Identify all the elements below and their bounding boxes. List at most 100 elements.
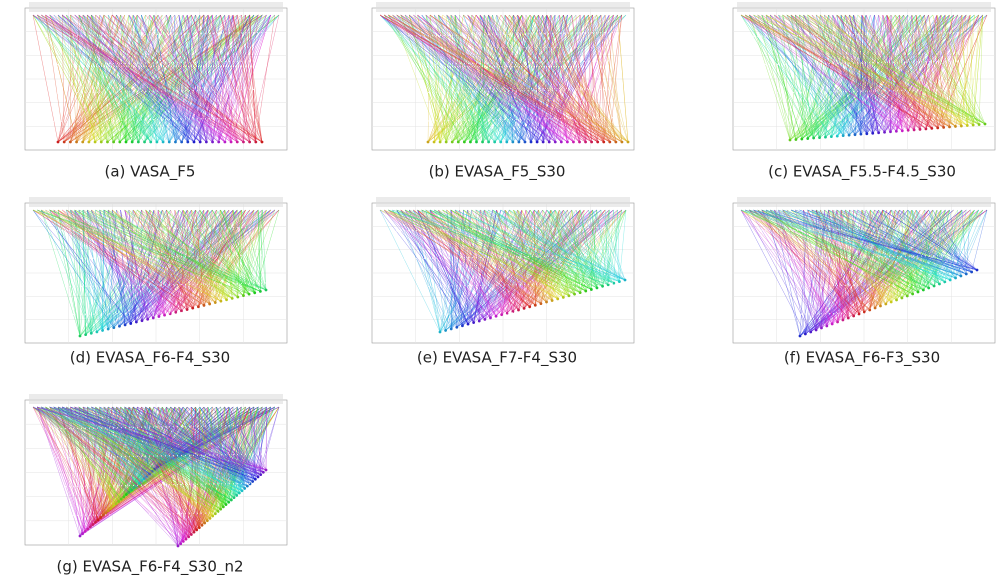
end-marker [86,528,89,531]
end-marker [120,498,123,501]
end-marker [624,279,627,282]
end-marker [224,141,227,144]
end-marker [242,141,245,144]
end-marker [149,141,152,144]
end-marker [489,316,492,319]
end-marker [901,129,904,132]
caption: (f) EVASA_F6-F3_S30 [784,349,940,368]
end-marker [806,137,809,140]
end-marker [847,317,850,320]
end-marker [467,323,470,326]
end-marker [243,487,246,490]
end-marker [79,335,82,338]
end-marker [608,141,611,144]
end-marker [874,307,877,310]
end-marker [180,141,183,144]
top-labels [29,2,283,12]
end-marker [106,141,109,144]
end-marker [551,299,554,302]
subfigure [733,197,995,343]
end-marker [253,291,256,294]
end-marker [534,304,537,307]
end-marker [478,320,481,323]
end-marker [966,124,969,127]
end-marker [115,502,118,505]
top-labels [376,2,630,12]
end-marker [799,335,802,338]
end-marker [94,521,97,524]
end-marker [439,141,442,144]
end-marker [427,141,430,144]
end-marker [227,501,230,504]
end-marker [517,309,520,312]
end-marker [235,494,238,497]
end-marker [860,133,863,136]
end-marker [852,315,855,318]
subfigure [25,2,287,150]
end-marker [457,141,460,144]
end-marker [560,141,563,144]
end-marker [177,545,180,548]
end-marker [976,269,979,272]
end-marker [187,535,190,538]
end-marker [590,288,593,291]
subfigure [25,197,287,343]
end-marker [217,141,220,144]
end-marker [112,326,115,329]
end-marker [812,137,815,140]
end-marker [248,141,251,144]
end-marker [877,131,880,134]
end-marker [505,141,508,144]
end-marker [141,319,144,322]
end-marker [265,469,268,472]
end-marker [444,329,447,332]
top-labels [29,197,283,207]
end-marker [199,141,202,144]
caption: (g) EVASA_F6-F4_S30_n2 [56,558,243,577]
end-marker [254,141,257,144]
end-marker [584,141,587,144]
end-marker [566,141,569,144]
end-marker [143,141,146,144]
end-marker [895,299,898,302]
top-labels [376,197,630,207]
end-marker [890,301,893,304]
end-marker [618,280,621,283]
end-marker [907,129,910,132]
end-marker [804,333,807,336]
end-marker [596,141,599,144]
end-marker [596,286,599,289]
end-marker [607,283,610,286]
end-marker [824,136,827,139]
end-marker [99,516,102,519]
end-marker [219,508,222,511]
end-marker [601,285,604,288]
end-marker [135,321,138,324]
end-marker [208,303,211,306]
end-marker [100,141,103,144]
end-marker [836,321,839,324]
end-marker [842,319,845,322]
end-marker [211,141,214,144]
end-marker [162,141,165,144]
end-marker [556,298,559,301]
end-marker [481,141,484,144]
end-marker [193,531,196,534]
end-marker [220,300,223,303]
caption: (e) EVASA_F7-F4_S30 [417,349,577,368]
end-marker [530,141,533,144]
end-marker [112,505,115,508]
end-marker [248,293,251,296]
end-marker [230,499,233,502]
end-marker [90,332,93,335]
end-marker [246,485,249,488]
end-marker [191,307,194,310]
end-marker [206,519,209,522]
end-marker [500,313,503,316]
end-marker [972,124,975,127]
end-marker [201,524,204,527]
end-marker [858,313,861,316]
end-marker [152,316,155,319]
end-marker [965,273,968,276]
end-marker [548,141,551,144]
